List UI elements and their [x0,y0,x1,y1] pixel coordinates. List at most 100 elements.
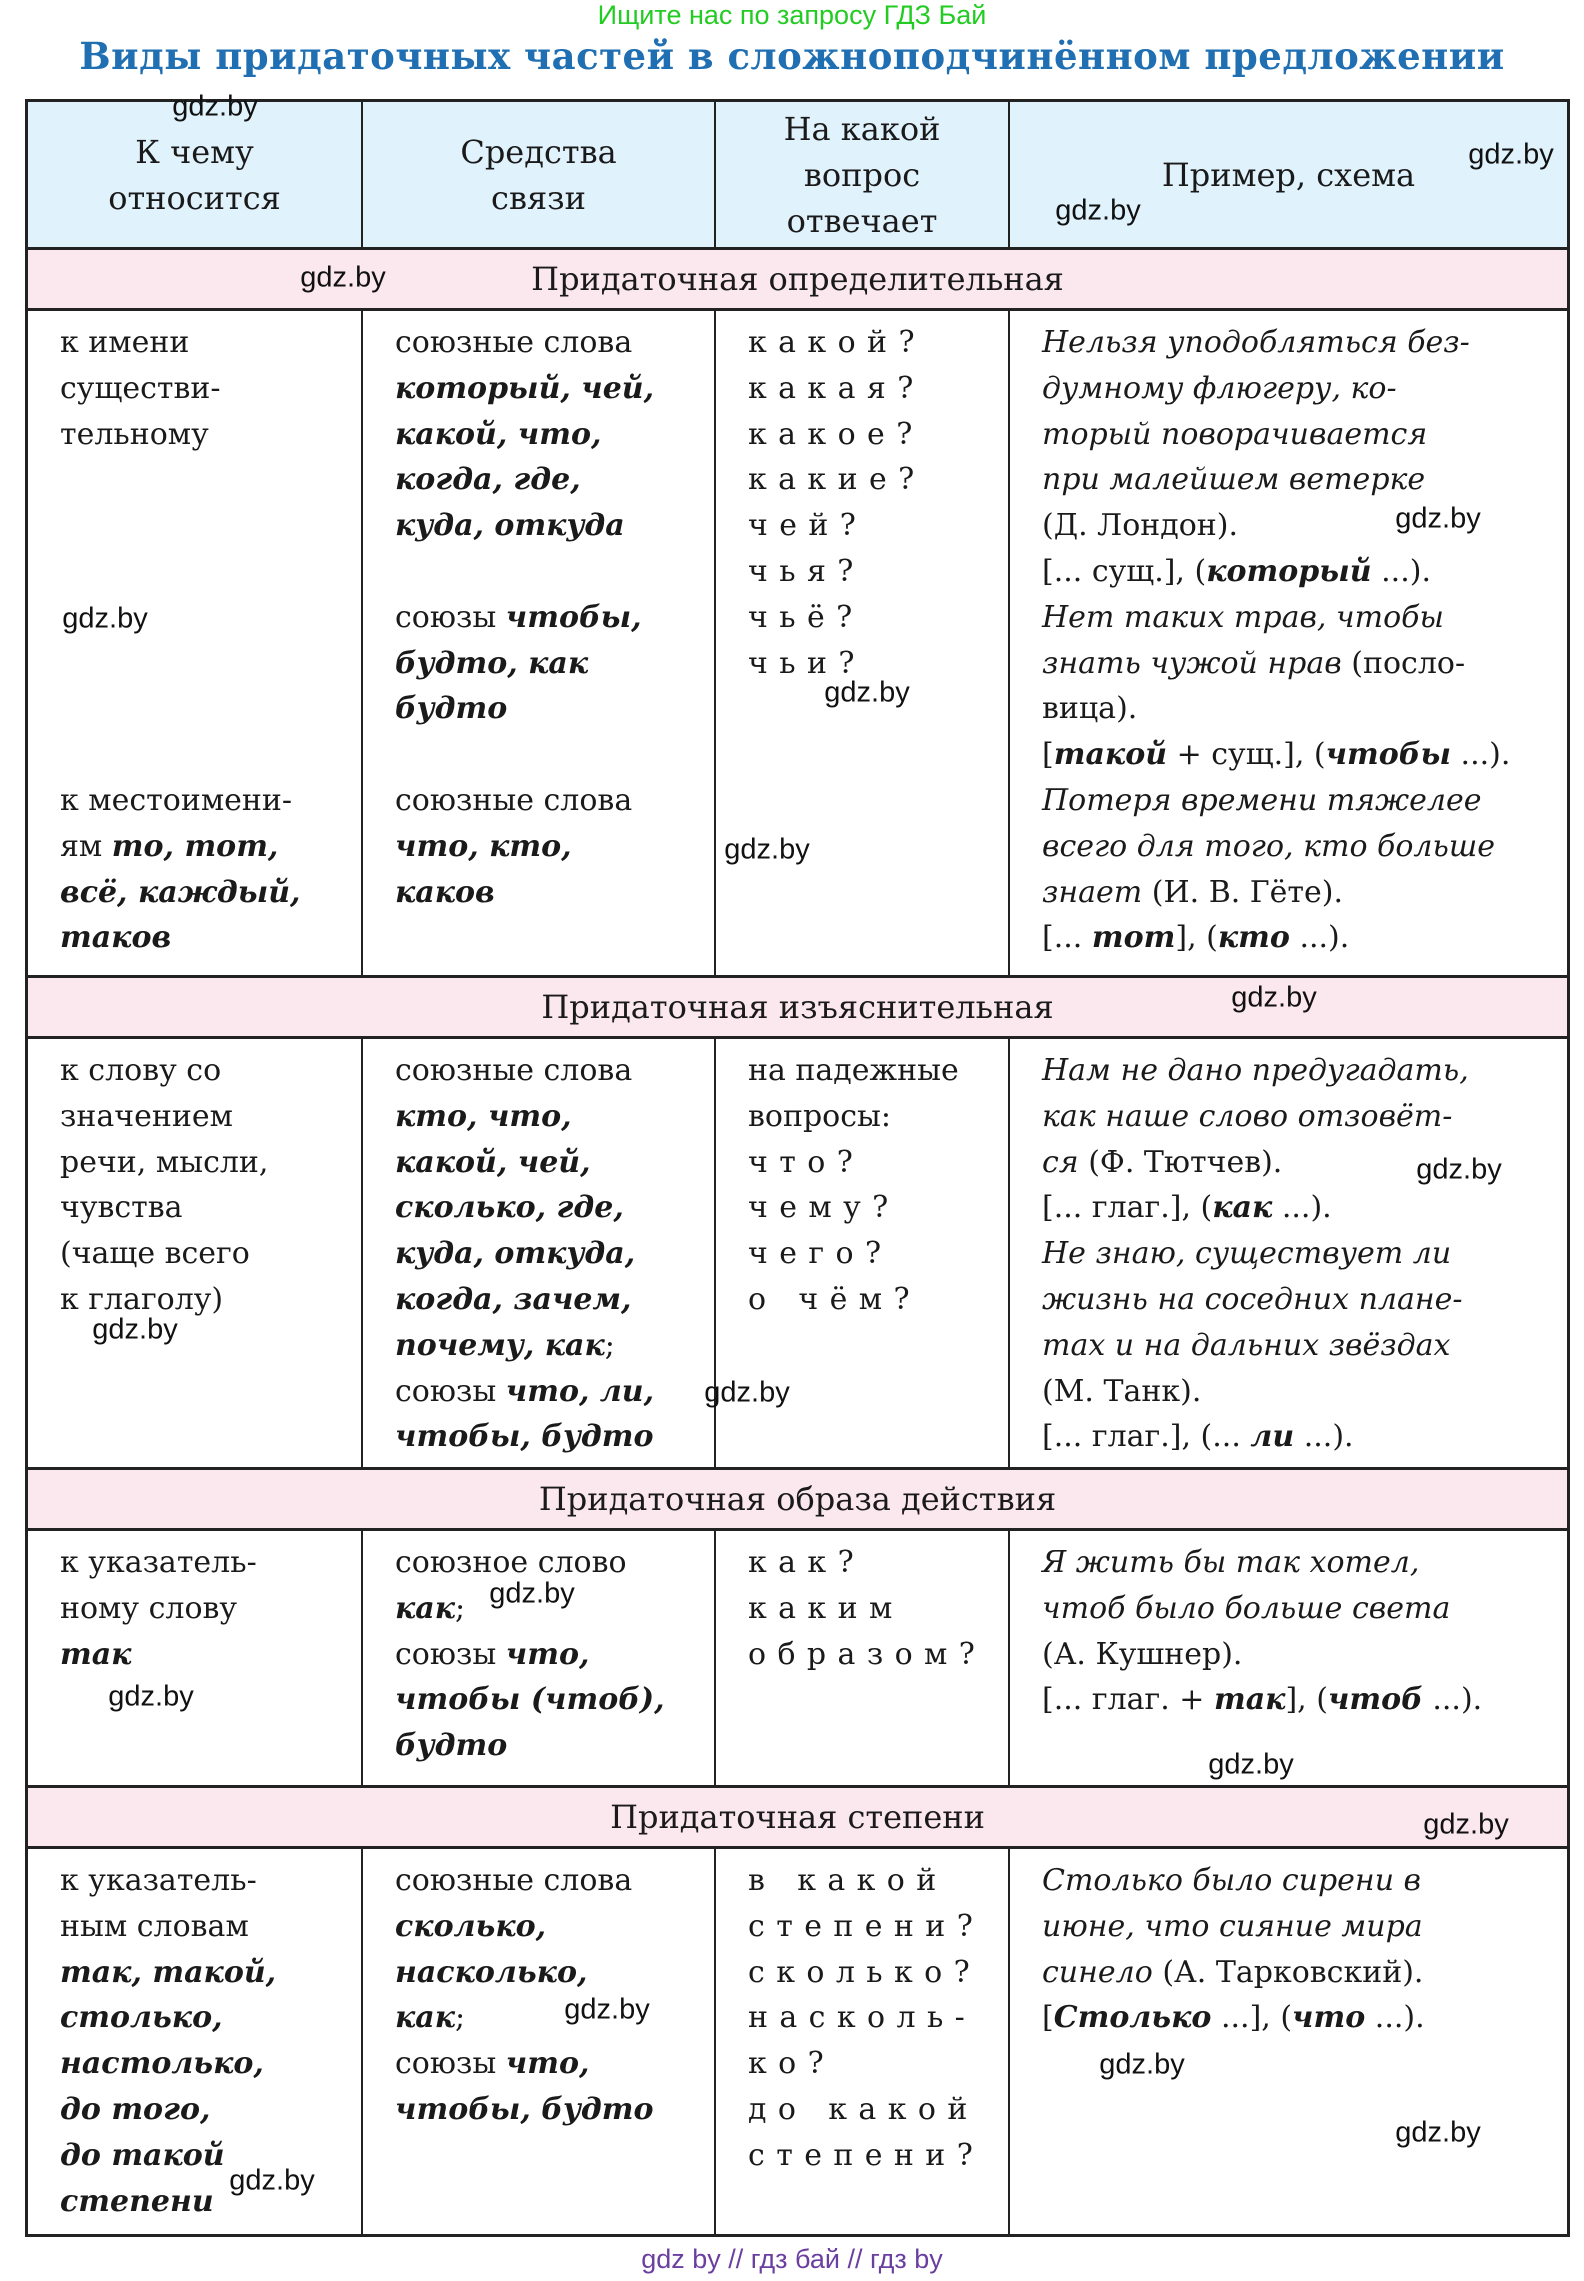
text-segment: при малейшем ветерке [1042,462,1426,498]
text-segment: (А. Тарковский). [1152,1954,1424,1990]
text-segment: союзное слово [395,1545,627,1580]
watermark: gdz.by [92,1313,178,1346]
cell-line: союзные слова [395,320,714,366]
cell-example: Нельзя уподобляться без-думному флюгеру,… [1010,311,1567,975]
text-segment: ным словам [60,1908,249,1944]
cell-line: при малейшем ветерке [1042,457,1567,503]
cell-line: в какой [748,1858,1008,1904]
cell-line: речи, мысли, [60,1140,361,1186]
cell-line: который, чей, [395,366,714,412]
cell-line: всё, каждый, [60,870,361,916]
cell-line: чувства [60,1185,361,1231]
text-segment: (посло- [1341,645,1466,681]
text-segment: какое? [748,416,924,452]
text-segment: знает [1042,874,1143,910]
cell-line: каков [395,870,714,916]
text-segment: до такой [60,2137,225,2173]
cell-line: [... тот], (кто ...). [1042,915,1567,961]
text-segment: Нельзя уподобляться без- [1042,325,1470,360]
text-segment: куда, откуда [395,508,625,544]
cell-line: сколько, [395,1904,714,1950]
footer-links[interactable]: gdz by // гдз бай // гдз by [641,2244,943,2274]
text-segment: что, кто, [395,828,572,864]
cell-line: чтобы (чтоб), [395,1677,714,1723]
cell-line: Не знаю, существует ли [1042,1231,1567,1277]
text-segment: (Ф. Тютчев). [1078,1144,1283,1180]
cell-line: таков [60,915,361,961]
text-segment: чтоб было больше света [1042,1590,1451,1626]
header-line: Пример, схема [1161,155,1416,194]
text-segment: который, чей, [395,370,655,406]
text-segment: торый поворачивается [1042,416,1428,452]
text-segment: ], ( [1175,920,1218,956]
text-segment: (чаще всего [60,1236,250,1272]
promo-banner[interactable]: Ищите нас по запросу ГДЗ Бай [597,0,987,30]
text-segment: (М. Танк). [1042,1373,1202,1409]
text-segment: до того, [60,2091,211,2127]
text-segment: будто, как [395,645,589,681]
text-segment: Нам не дано предугадать, [1042,1053,1469,1088]
cell-line: существи- [60,366,361,412]
text-segment: ко? [748,2046,836,2082]
text-segment: чей? [748,508,868,544]
header-line: На какой [783,109,941,148]
text-segment: всего для того, кто больше [1042,828,1496,864]
text-segment: степени [60,2183,214,2219]
cell-line: будто, как [395,641,714,687]
cell-line [395,549,714,595]
cell-line: союзы чтобы, [395,595,714,641]
cell-line: к указатель- [60,1540,361,1586]
text-segment: чтобы [1325,737,1451,773]
text-segment: какой, чей, [395,1144,591,1180]
watermark: gdz.by [1208,1748,1294,1781]
cell-line: когда, зачем, [395,1277,714,1323]
watermark: gdz.by [1468,138,1554,171]
text-segment: союзные слова [395,782,633,818]
header-label: Средства связи [460,129,616,221]
text-segment: сколько, [395,1908,547,1944]
text-segment: как [1212,1190,1273,1226]
cell-line: ся (Ф. Тютчев). [1042,1140,1567,1186]
text-segment: чему? [748,1190,900,1226]
text-segment: чтобы, будто [395,2091,654,2127]
text-segment: когда, где, [395,462,581,498]
cell-line: насколько, [395,1950,714,1996]
text-segment: куда, откуда, [395,1236,636,1272]
cell-line [60,503,361,549]
cell-line: чья? [748,549,1008,595]
cell-line: до какой [748,2087,1008,2133]
watermark: gdz.by [108,1680,194,1713]
cell-line: чему? [748,1185,1008,1231]
text-segment: какие? [748,462,926,498]
text-segment: будто [395,691,508,727]
cell-line: чего? [748,1231,1008,1277]
cell-line: (А. Кушнер). [1042,1632,1567,1678]
text-segment: думному флюгеру, ко- [1042,370,1397,406]
text-segment: так [60,1636,132,1672]
text-segment: сколько? [748,1954,982,1990]
cell-line: образом? [748,1632,1008,1678]
cell-line: каким [748,1586,1008,1632]
text-segment: таков [60,920,172,956]
cell-line: союзы что, [395,2041,714,2087]
text-segment: образом? [748,1636,987,1672]
cell-line: Нельзя уподобляться без- [1042,320,1567,366]
text-segment: ли [1250,1419,1295,1455]
cell-line: столько, [60,1995,361,2041]
cell-line: всего для того, кто больше [1042,824,1567,870]
text-segment: ; [455,2000,466,2036]
cell-line: почему, как; [395,1323,714,1369]
cell-line: союзные слова [395,778,714,824]
cell-line: ко? [748,2041,1008,2087]
section-band-explanatory: Придаточная изъяснительная [28,978,1567,1039]
section-band-attributive: Придаточная определительная [28,250,1567,311]
text-segment: насколь- [748,2000,977,2036]
text-segment: настолько, [60,2046,264,2082]
cell-example: Я жить бы так хотел, чтоб было больше све… [1010,1531,1567,1785]
cell-line: как; [395,1586,714,1632]
text-segment: чтоб [1327,1682,1423,1718]
cell-line: какой, чей, [395,1140,714,1186]
text-segment: [... сущ.], ( [1042,553,1207,589]
cell-line: [... сущ.], (который ...). [1042,549,1567,595]
text-segment: жизнь на соседних плане- [1042,1281,1463,1317]
